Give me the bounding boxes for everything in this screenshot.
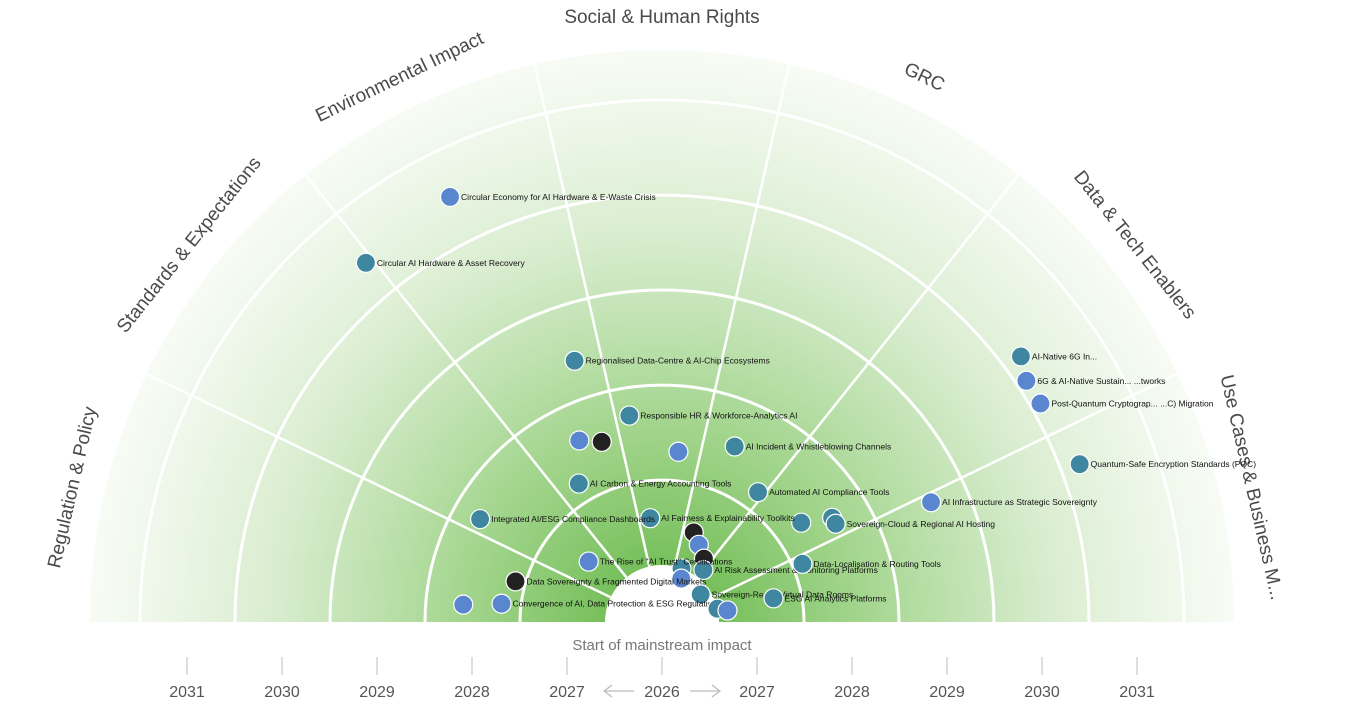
sector-divider	[146, 372, 612, 599]
ring-3	[328, 288, 996, 623]
radar-point[interactable]	[1069, 454, 1090, 475]
axis-tick-label: 2029	[929, 684, 965, 701]
radar-point[interactable]	[825, 513, 846, 534]
radar-point[interactable]	[920, 492, 942, 513]
point-label: Sovereign-Cloud & Regional AI Hosting	[847, 519, 996, 529]
radar-disc	[90, 50, 1234, 622]
radar-point[interactable]	[690, 584, 711, 605]
year-axis: Start of mainstream impact 2026 2027 2028 20…	[169, 637, 1155, 701]
arrow-left-icon	[603, 684, 634, 698]
radar-point[interactable]	[640, 508, 661, 529]
point-label: AI Carbon & Energy Accounting Tools	[590, 479, 732, 489]
radar-point[interactable]	[505, 571, 526, 592]
ring-1	[518, 478, 806, 623]
point-label: Circular AI Hardware & Asset Recovery	[377, 258, 526, 268]
point-label: Automated AI Compliance Tools	[769, 487, 889, 497]
point-label: Quantum-Safe Encryption Standards (PQC)	[1091, 459, 1257, 469]
sector-divider	[673, 64, 791, 567]
sector-divider	[696, 174, 1020, 579]
radar-point[interactable]	[1010, 346, 1032, 367]
axis-tick-label: 2027	[739, 684, 775, 701]
radar-point[interactable]	[791, 512, 812, 533]
radar-point[interactable]	[724, 436, 745, 457]
radar-point[interactable]	[439, 186, 461, 208]
sector-divider	[304, 174, 628, 579]
point-label: Convergence of AI, Data Protection & ESG…	[513, 599, 718, 609]
point-label: Circular Economy for AI Hardware & E-Was…	[461, 192, 656, 202]
axis-tick-label: 2031	[169, 684, 205, 701]
axis-tick-label: 2030	[264, 684, 300, 701]
radar-point[interactable]	[569, 430, 590, 451]
start-label: Start of mainstream impact	[572, 637, 752, 654]
point-label: Regionalised Data-Centre & AI-Chip Ecosy…	[586, 356, 770, 366]
radar-grid	[138, 64, 1186, 623]
ring-5	[138, 98, 1186, 623]
point-label: 6G & AI-Native Sustain... ...tworks	[1037, 376, 1165, 386]
axis-tick-label: 2031	[1119, 684, 1155, 701]
point-label: AI Infrastructure as Strategic Sovereign…	[942, 497, 1098, 507]
radar-point[interactable]	[747, 482, 769, 503]
sector-label: Regulation & Policy	[44, 404, 101, 570]
axis-tick-label: 2030	[1024, 684, 1060, 701]
radar-point[interactable]	[564, 350, 585, 371]
point-label: AI-Native 6G In...	[1032, 351, 1097, 361]
radar-point[interactable]	[578, 551, 599, 572]
axis-tick-label: 2028	[834, 684, 870, 701]
radar-point[interactable]	[453, 594, 474, 615]
radar-point[interactable]	[1016, 370, 1037, 391]
radar-point[interactable]	[763, 588, 784, 609]
radar-point[interactable]	[693, 559, 714, 581]
radar-point[interactable]	[671, 568, 692, 589]
axis-tick-label: 2027	[549, 684, 585, 701]
radar-point[interactable]	[591, 431, 612, 452]
point-label: Responsible HR & Workforce-Analytics AI	[640, 411, 797, 421]
point-label: AI Fairness & Explainability Toolkits	[661, 513, 795, 523]
arrow-right-icon	[690, 684, 721, 698]
radar-point[interactable]	[1030, 393, 1051, 414]
radar-point[interactable]	[469, 508, 491, 530]
radar-point[interactable]	[355, 252, 377, 273]
radar-point[interactable]	[792, 553, 813, 574]
radar-point[interactable]	[619, 405, 640, 426]
radar-point[interactable]	[668, 441, 689, 462]
point-label: Data-Localisation & Routing Tools	[813, 559, 940, 569]
radar-background	[90, 50, 1234, 622]
sector-divider	[712, 372, 1178, 599]
point-label: Post-Quantum Cryptograp... ...C) Migrati…	[1051, 399, 1213, 409]
axis-center-label: 2026	[644, 684, 680, 701]
sector-label: GRC	[901, 59, 948, 96]
radar-point[interactable]	[491, 593, 512, 614]
ring-2	[423, 383, 901, 623]
point-label: The Rise of "AI Trust" Certifications	[600, 557, 733, 567]
point-label: Data Sovereignty & Fragmented Digital Ma…	[527, 576, 707, 586]
radar-point[interactable]	[568, 473, 589, 494]
point-label: ESG AI Analytics Platforms	[785, 593, 887, 603]
axis-tick-label: 2028	[454, 684, 490, 701]
radar-points: Circular Economy for AI Hardware & E-Was…	[355, 186, 1257, 621]
sector-divider	[533, 64, 651, 567]
sector-label: Social & Human Rights	[564, 7, 759, 28]
ring-4	[233, 193, 1091, 623]
point-label: Integrated AI/ESG Compliance Dashboards	[491, 514, 655, 524]
point-label: AI Incident & Whistleblowing Channels	[746, 441, 892, 451]
axis-tick-label: 2029	[359, 684, 395, 701]
radar-point[interactable]	[717, 600, 738, 621]
